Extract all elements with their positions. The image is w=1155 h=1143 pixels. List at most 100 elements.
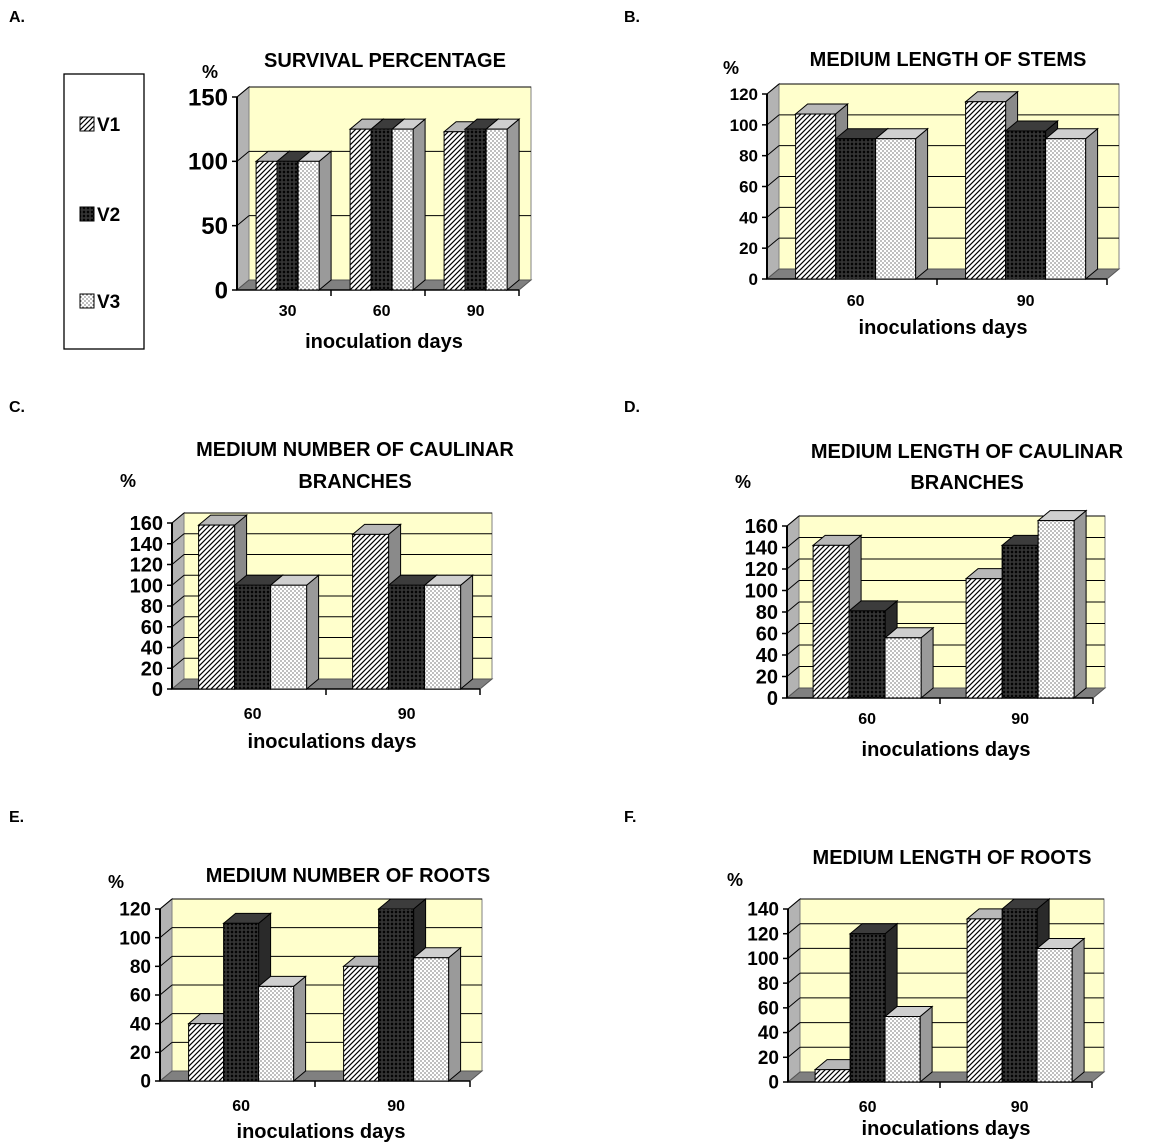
y-tick-label: 60 xyxy=(130,986,151,1007)
bar-v2-90 xyxy=(1004,119,1059,281)
bar-front xyxy=(812,544,850,699)
gridline-side xyxy=(766,237,780,249)
gridline-side xyxy=(159,955,173,967)
bar-front xyxy=(391,128,414,291)
y-unit-label: % xyxy=(120,471,136,491)
panel-letter-f: F. xyxy=(624,809,636,826)
bar-front xyxy=(848,610,886,699)
bar-front xyxy=(884,637,922,699)
legend-swatch-v2 xyxy=(79,206,95,222)
x-tick-label: 90 xyxy=(467,303,485,320)
y-tick-label: 60 xyxy=(758,999,779,1020)
bar-front xyxy=(413,957,450,1082)
gridline-side xyxy=(171,533,185,545)
bar-v3-90 xyxy=(484,118,521,292)
chart-title: BRANCHES xyxy=(298,471,411,493)
y-tick-label: 20 xyxy=(756,667,778,689)
panel-letter-b: B. xyxy=(624,9,640,26)
bar-front xyxy=(1001,908,1038,1083)
y-tick-label: 40 xyxy=(130,1014,151,1035)
y-tick-label: 80 xyxy=(130,957,151,978)
y-tick-label: 0 xyxy=(215,277,228,304)
gridline-side xyxy=(159,984,173,996)
y-unit-label: % xyxy=(735,472,751,492)
x-tick-label: 60 xyxy=(232,1098,250,1115)
panel-letter-e: E. xyxy=(9,809,24,826)
gridline-side xyxy=(787,923,801,935)
y-tick-label: 0 xyxy=(152,679,163,701)
bar-v3-90 xyxy=(1044,127,1099,281)
bar-v3-90 xyxy=(412,946,462,1083)
chart-title: BRANCHES xyxy=(910,472,1023,494)
gridline-side xyxy=(766,145,780,157)
y-tick-label: 0 xyxy=(140,1072,151,1093)
bar-side xyxy=(506,118,520,292)
legend-label-v1: V1 xyxy=(97,115,121,136)
bar-front xyxy=(370,128,393,291)
y-tick-label: 120 xyxy=(747,924,779,945)
y-tick-label: 20 xyxy=(141,658,163,680)
y-tick-label: 50 xyxy=(201,213,228,240)
bar-front xyxy=(297,160,320,291)
chart-title: MEDIUM LENGTH OF STEMS xyxy=(810,49,1087,71)
x-tick-label: 60 xyxy=(859,1099,877,1116)
bar-front xyxy=(835,138,877,280)
y-tick-label: 120 xyxy=(745,559,778,581)
y-tick-label: 160 xyxy=(745,516,778,538)
gridline-side xyxy=(171,637,185,648)
bar-front xyxy=(1005,130,1047,280)
x-axis-title: inoculations days xyxy=(248,731,417,753)
bar-front xyxy=(814,1069,851,1083)
bar-front xyxy=(255,160,278,291)
bar-front xyxy=(875,138,917,280)
gridline-side xyxy=(786,623,800,634)
bar-front xyxy=(352,533,390,690)
chart-title: MEDIUM LENGTH OF ROOTS xyxy=(813,847,1092,869)
y-tick-label: 40 xyxy=(758,1023,779,1044)
y-tick-label: 0 xyxy=(768,1073,779,1094)
y-unit-label: % xyxy=(727,870,743,890)
panel-letter-c: C. xyxy=(9,399,25,416)
bar-side xyxy=(448,946,462,1083)
bar-side xyxy=(306,574,320,691)
panel-letter-a: A. xyxy=(9,9,25,26)
y-tick-label: 120 xyxy=(130,555,163,577)
x-tick-label: 60 xyxy=(858,711,876,728)
bar-v3-60 xyxy=(883,1005,934,1084)
gridline-side xyxy=(171,595,185,607)
gridline-side xyxy=(236,215,250,227)
legend-label-v3: V3 xyxy=(97,292,120,313)
gridline-side xyxy=(171,512,185,524)
x-axis-title: inoculation days xyxy=(305,331,463,353)
bar-front xyxy=(188,1023,225,1082)
y-tick-label: 100 xyxy=(188,149,228,176)
gridline-side xyxy=(787,1022,801,1033)
gridline-side xyxy=(787,1046,801,1058)
gridline-side xyxy=(786,666,800,677)
legend-label-v2: V2 xyxy=(97,205,120,226)
bar-v3-60 xyxy=(874,127,929,281)
y-tick-label: 60 xyxy=(756,624,778,646)
y-tick-label: 140 xyxy=(130,534,163,556)
bar-side xyxy=(920,626,934,700)
bar-side xyxy=(915,127,929,281)
chart-b: 0 20 40 60 80 100 120 60 90 MEDIUM LENGTH OF STEM… xyxy=(723,49,1121,339)
gridline-side xyxy=(171,574,185,586)
y-tick-label: 60 xyxy=(739,177,758,196)
bar-front xyxy=(795,113,837,280)
side-wall xyxy=(236,85,250,292)
bar-side xyxy=(1071,937,1085,1084)
gridline-side xyxy=(171,616,185,628)
y-tick-label: 100 xyxy=(130,575,163,597)
y-tick-label: 100 xyxy=(119,928,151,949)
bar-v3-90 xyxy=(1036,509,1088,700)
y-tick-label: 40 xyxy=(739,208,758,227)
chart-a: 0 50 100 150 30 60 90 SURVIVAL PERCENTAGE% inocu… xyxy=(188,50,533,353)
bar-front xyxy=(884,1016,921,1083)
bar-front xyxy=(223,922,260,1082)
y-tick-label: 40 xyxy=(756,645,778,667)
side-wall xyxy=(787,897,801,1084)
